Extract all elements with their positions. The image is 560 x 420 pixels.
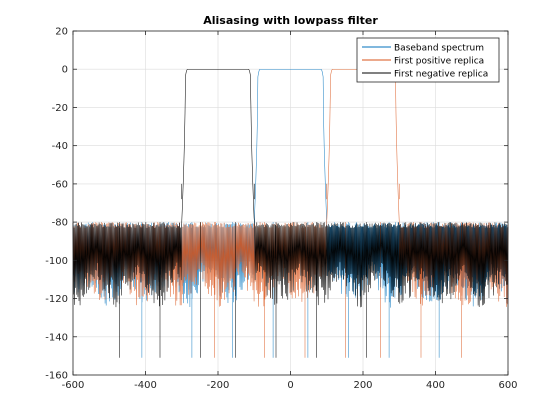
y-tick-label: -140 [45, 332, 68, 343]
x-tick-label: 400 [426, 380, 445, 391]
y-tick-label: -120 [45, 294, 68, 305]
x-tick-label: 200 [353, 380, 372, 391]
x-tick-label: 0 [287, 380, 293, 391]
data-series [72, 68, 509, 358]
plot-area: -600 -400 -200 0 200 400 600200-20-40-60-80-10… [45, 27, 517, 392]
y-tick-label: 20 [55, 27, 68, 38]
y-tick-label: -60 [52, 179, 68, 190]
x-tick-label: -400 [134, 380, 157, 391]
chart-title: Alisasing with lowpass filter [203, 14, 378, 27]
legend-entry-positive-replica[interactable]: First positive replica [362, 57, 484, 67]
x-tick-label: -200 [207, 380, 230, 391]
legend-label: Baseband spectrum [394, 44, 484, 54]
y-tick-label: -20 [52, 103, 68, 114]
legend-label: First negative replica [394, 70, 488, 80]
y-tick-label: -100 [45, 256, 68, 267]
x-tick-label: -600 [62, 380, 85, 391]
axis-ticks: -600 -400 -200 0 200 400 600200-20-40-60-80-10… [45, 27, 517, 392]
y-tick-label: -80 [52, 218, 68, 229]
first-negative-replica-line [72, 68, 509, 358]
x-tick-label: 600 [498, 380, 517, 391]
y-tick-label: 0 [62, 65, 68, 76]
legend-entry-baseband[interactable]: Baseband spectrum [362, 44, 484, 54]
legend-entry-negative-replica[interactable]: First negative replica [362, 70, 488, 80]
legend-label: First positive replica [394, 57, 484, 67]
y-tick-label: -40 [52, 141, 68, 152]
legend[interactable]: Baseband spectrum First positive replica F… [356, 37, 500, 83]
y-tick-label: -160 [45, 371, 68, 382]
